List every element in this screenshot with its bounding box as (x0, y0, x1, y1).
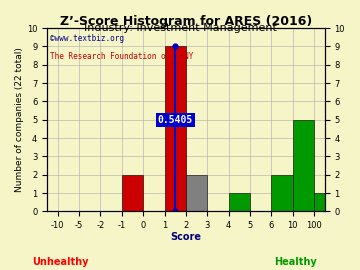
Bar (122, 175, 143, 211)
Text: The Research Foundation of SUNY: The Research Foundation of SUNY (50, 52, 193, 61)
Bar (271, 175, 293, 211)
Text: Healthy: Healthy (274, 257, 317, 267)
Bar (314, 193, 336, 211)
Bar (186, 175, 207, 211)
Text: ©www.textbiz.org: ©www.textbiz.org (50, 33, 124, 42)
Bar (165, 46, 186, 211)
Title: Z’-Score Histogram for ARES (2016): Z’-Score Histogram for ARES (2016) (60, 15, 312, 28)
Text: Industry: Investment Management: Industry: Investment Management (84, 23, 276, 33)
Text: Unhealthy: Unhealthy (32, 257, 89, 267)
X-axis label: Score: Score (170, 231, 201, 241)
Text: 0.5405: 0.5405 (158, 115, 193, 125)
Bar (293, 120, 314, 211)
Y-axis label: Number of companies (22 total): Number of companies (22 total) (15, 47, 24, 192)
Bar (229, 193, 250, 211)
